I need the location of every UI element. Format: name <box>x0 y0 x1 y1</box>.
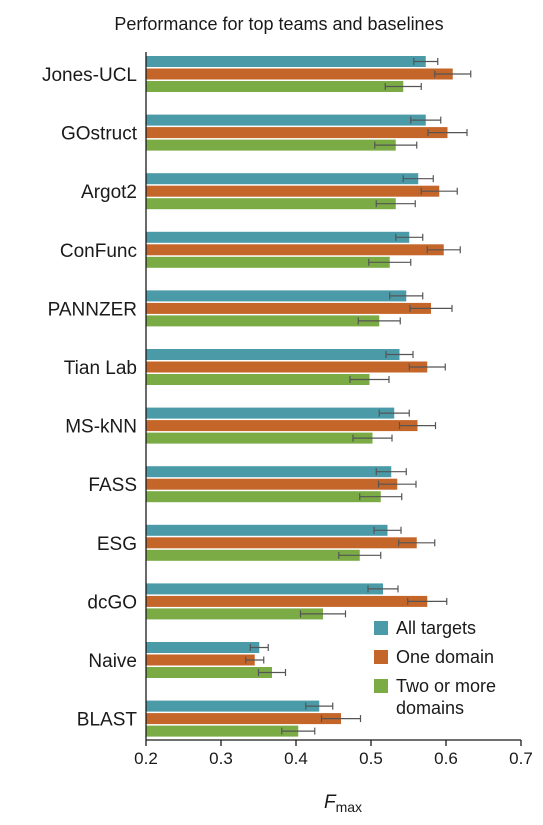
legend-label: Two or more domains <box>396 676 496 718</box>
legend-label: All targets <box>396 618 476 638</box>
category-label: Naive <box>88 651 137 672</box>
category-label: ESG <box>97 534 137 555</box>
bar <box>146 407 395 419</box>
bar <box>146 725 299 737</box>
bar <box>146 231 410 243</box>
bar <box>146 667 272 678</box>
bar <box>146 713 341 725</box>
bar <box>146 127 448 139</box>
bar <box>146 654 255 666</box>
bar <box>146 420 418 432</box>
category-label: Tian Lab <box>64 358 137 379</box>
category-label: BLAST <box>77 710 138 731</box>
bar <box>146 349 400 360</box>
category-label: GOstruct <box>61 124 138 145</box>
x-axis-label-sub: max <box>336 799 362 815</box>
bar <box>146 173 419 185</box>
bar <box>146 700 320 712</box>
bar <box>146 68 453 80</box>
bar <box>146 642 260 653</box>
bar <box>146 491 381 503</box>
x-tick-label: 0.6 <box>434 749 458 768</box>
bar <box>146 56 426 67</box>
bar <box>146 466 392 478</box>
error-bars-layer <box>245 58 472 735</box>
bars-layer <box>146 56 453 737</box>
bar <box>146 198 396 210</box>
x-tick-label: 0.2 <box>134 749 158 768</box>
category-label: Argot2 <box>81 182 137 203</box>
legend-label: One domain <box>396 647 494 667</box>
bar <box>146 290 407 302</box>
category-label: dcGO <box>87 592 137 613</box>
x-axis-label: Fmax <box>324 792 362 815</box>
x-tick-label: 0.3 <box>209 749 233 768</box>
bar <box>146 583 383 595</box>
category-labels: Jones-UCL GOstruct Argot2 ConFunc PANNZER Tia… <box>42 65 138 731</box>
category-label: FASS <box>88 475 137 496</box>
bar <box>146 114 426 126</box>
x-tick-label: 0.5 <box>359 749 383 768</box>
bar <box>146 315 380 327</box>
bar <box>146 478 398 490</box>
bar <box>146 244 444 256</box>
legend-swatch <box>374 621 388 635</box>
bar <box>146 595 428 607</box>
bar <box>146 302 431 314</box>
bar <box>146 81 404 92</box>
bar <box>146 361 428 373</box>
bar <box>146 608 323 620</box>
bar <box>146 549 360 561</box>
category-label: Jones-UCL <box>42 65 137 86</box>
bar <box>146 185 440 197</box>
category-label: ConFunc <box>60 241 137 262</box>
x-tick-label: 0.7 <box>509 749 533 768</box>
category-label: MS-kNN <box>65 417 137 438</box>
bar <box>146 139 396 151</box>
x-axis-ticks: 0.2 0.3 0.4 0.5 0.6 0.7 <box>134 52 533 768</box>
legend: All targets One domain Two or more domains <box>374 618 496 718</box>
legend-label-line: domains <box>396 698 464 718</box>
category-label: PANNZER <box>48 299 137 320</box>
chart-title: Performance for top teams and baselines <box>114 14 443 34</box>
legend-label-line: Two or more <box>396 676 496 696</box>
bar <box>146 374 370 385</box>
bar <box>146 537 417 549</box>
bar <box>146 524 388 536</box>
bar <box>146 432 373 444</box>
legend-swatch <box>374 679 388 693</box>
bar <box>146 256 390 268</box>
legend-swatch <box>374 650 388 664</box>
x-tick-label: 0.4 <box>284 749 308 768</box>
x-axis-label-main: F <box>324 792 337 813</box>
